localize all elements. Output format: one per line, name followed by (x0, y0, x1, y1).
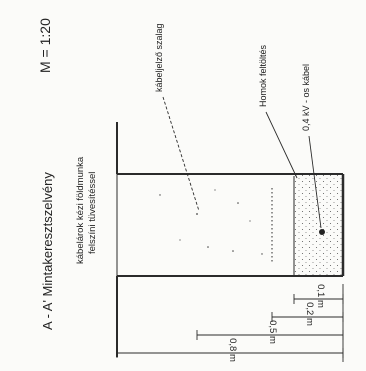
cable-symbol (319, 229, 325, 235)
dimension-label-0-1: 0,1 m (315, 284, 326, 308)
warning-tape-label: kábeljelző szalag (154, 23, 164, 92)
scale-text: M = 1:20 (37, 18, 53, 73)
description-line-2: felszíni tüvesítéssel (87, 172, 98, 254)
cable-label: 0,4 kV - os kábel (301, 64, 311, 131)
dimension-lines (116, 284, 344, 362)
backfill-speckles (159, 189, 263, 255)
title-text: A - A' Mintakeresztszelvény (40, 172, 55, 330)
sand-bedding-label: Homok feltöltés (258, 44, 268, 107)
dimension-label-0-2: 0,2 m (304, 302, 315, 326)
description-line-1: kábelárok kézi földmunka (75, 156, 86, 264)
dimension-label-0-5: 0,5 m (267, 320, 278, 344)
trench-outline (117, 173, 345, 277)
sand-bedding-zone (293, 175, 342, 275)
leader-lines (162, 96, 322, 229)
dimension-label-0-8: 0,8 m (227, 338, 238, 362)
